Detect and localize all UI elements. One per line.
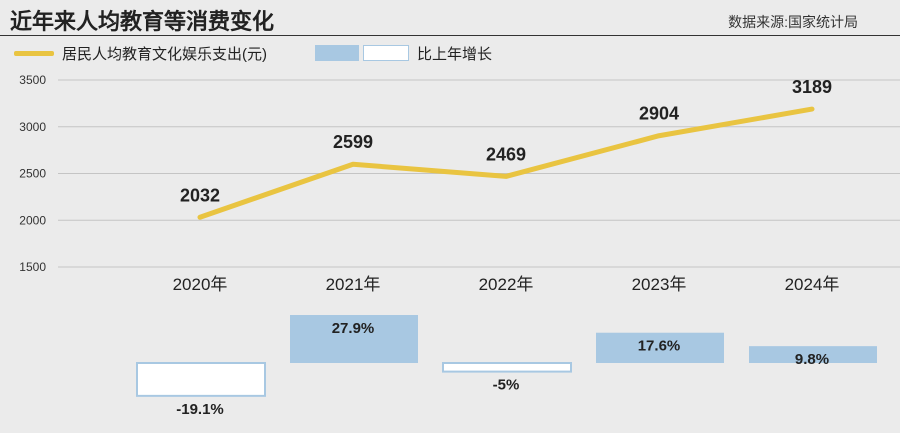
growth-bar-label: -5% bbox=[493, 377, 520, 394]
growth-bar-label: 27.9% bbox=[332, 320, 375, 337]
growth-bar-label: 17.6% bbox=[638, 338, 681, 355]
chart-title: 近年来人均教育等消费变化 bbox=[10, 9, 275, 34]
line-data-label: 2599 bbox=[333, 132, 373, 152]
title-divider bbox=[0, 35, 900, 36]
y-tick-label: 2000 bbox=[19, 213, 46, 227]
line-data-label: 2032 bbox=[180, 185, 220, 205]
x-category-label: 2022年 bbox=[479, 275, 534, 294]
growth-bar-positive bbox=[596, 332, 724, 363]
legend-line-swatch bbox=[14, 50, 54, 56]
y-tick-label: 3000 bbox=[19, 120, 46, 134]
y-tick-label: 1500 bbox=[19, 260, 46, 274]
growth-bar-positive bbox=[749, 346, 877, 363]
legend-bar-label: 比上年增长 bbox=[417, 45, 493, 63]
growth-bar-negative bbox=[442, 362, 572, 373]
legend-bar-outline-swatch bbox=[363, 45, 409, 61]
x-category-label: 2021年 bbox=[326, 275, 381, 294]
y-tick-label: 3500 bbox=[19, 73, 46, 87]
growth-bar-label: 9.8% bbox=[795, 351, 829, 368]
line-data-label: 2469 bbox=[486, 144, 526, 164]
legend: 居民人均教育文化娱乐支出(元) 比上年增长 bbox=[14, 42, 492, 64]
growth-bar-label: -19.1% bbox=[176, 401, 224, 418]
growth-bar-positive bbox=[290, 315, 418, 363]
growth-bar-negative bbox=[136, 362, 266, 397]
legend-line-label: 居民人均教育文化娱乐支出(元) bbox=[62, 45, 267, 63]
y-tick-label: 2500 bbox=[19, 167, 46, 181]
x-category-label: 2023年 bbox=[632, 275, 687, 294]
line-data-label: 2904 bbox=[639, 104, 679, 124]
line-data-label: 3189 bbox=[792, 77, 832, 97]
x-category-label: 2024年 bbox=[785, 275, 840, 294]
legend-bar-filled-swatch bbox=[315, 45, 359, 61]
data-source: 数据来源:国家统计局 bbox=[728, 14, 858, 30]
x-category-label: 2020年 bbox=[173, 275, 228, 294]
